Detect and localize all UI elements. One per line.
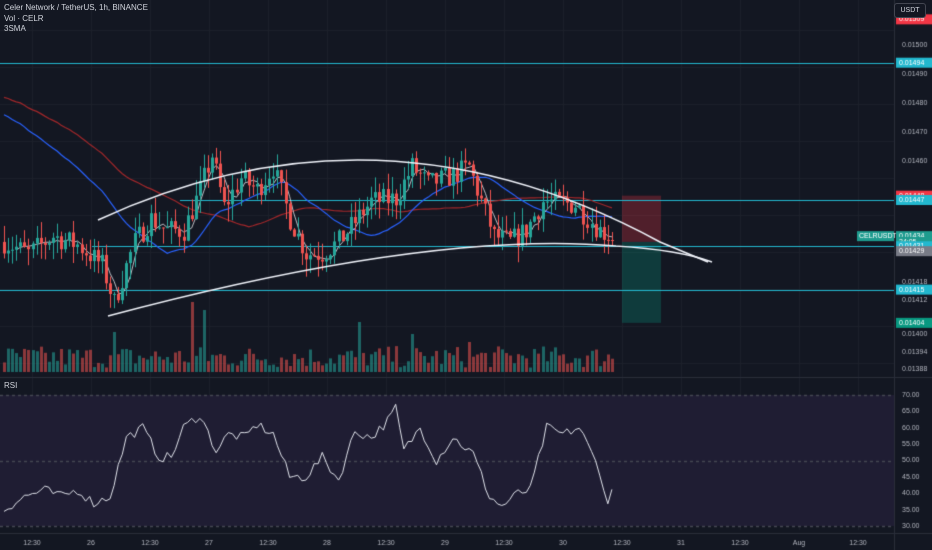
symbol-title[interactable]: Celer Network / TetherUS, 1h, BINANCE [4, 3, 148, 12]
rsi-indicator-label[interactable]: RSI [4, 381, 18, 390]
currency-button[interactable]: USDT [894, 3, 926, 18]
volume-indicator-label[interactable]: Vol · CELR [4, 14, 44, 23]
ma-indicator-label[interactable]: 3SMA [4, 24, 26, 33]
